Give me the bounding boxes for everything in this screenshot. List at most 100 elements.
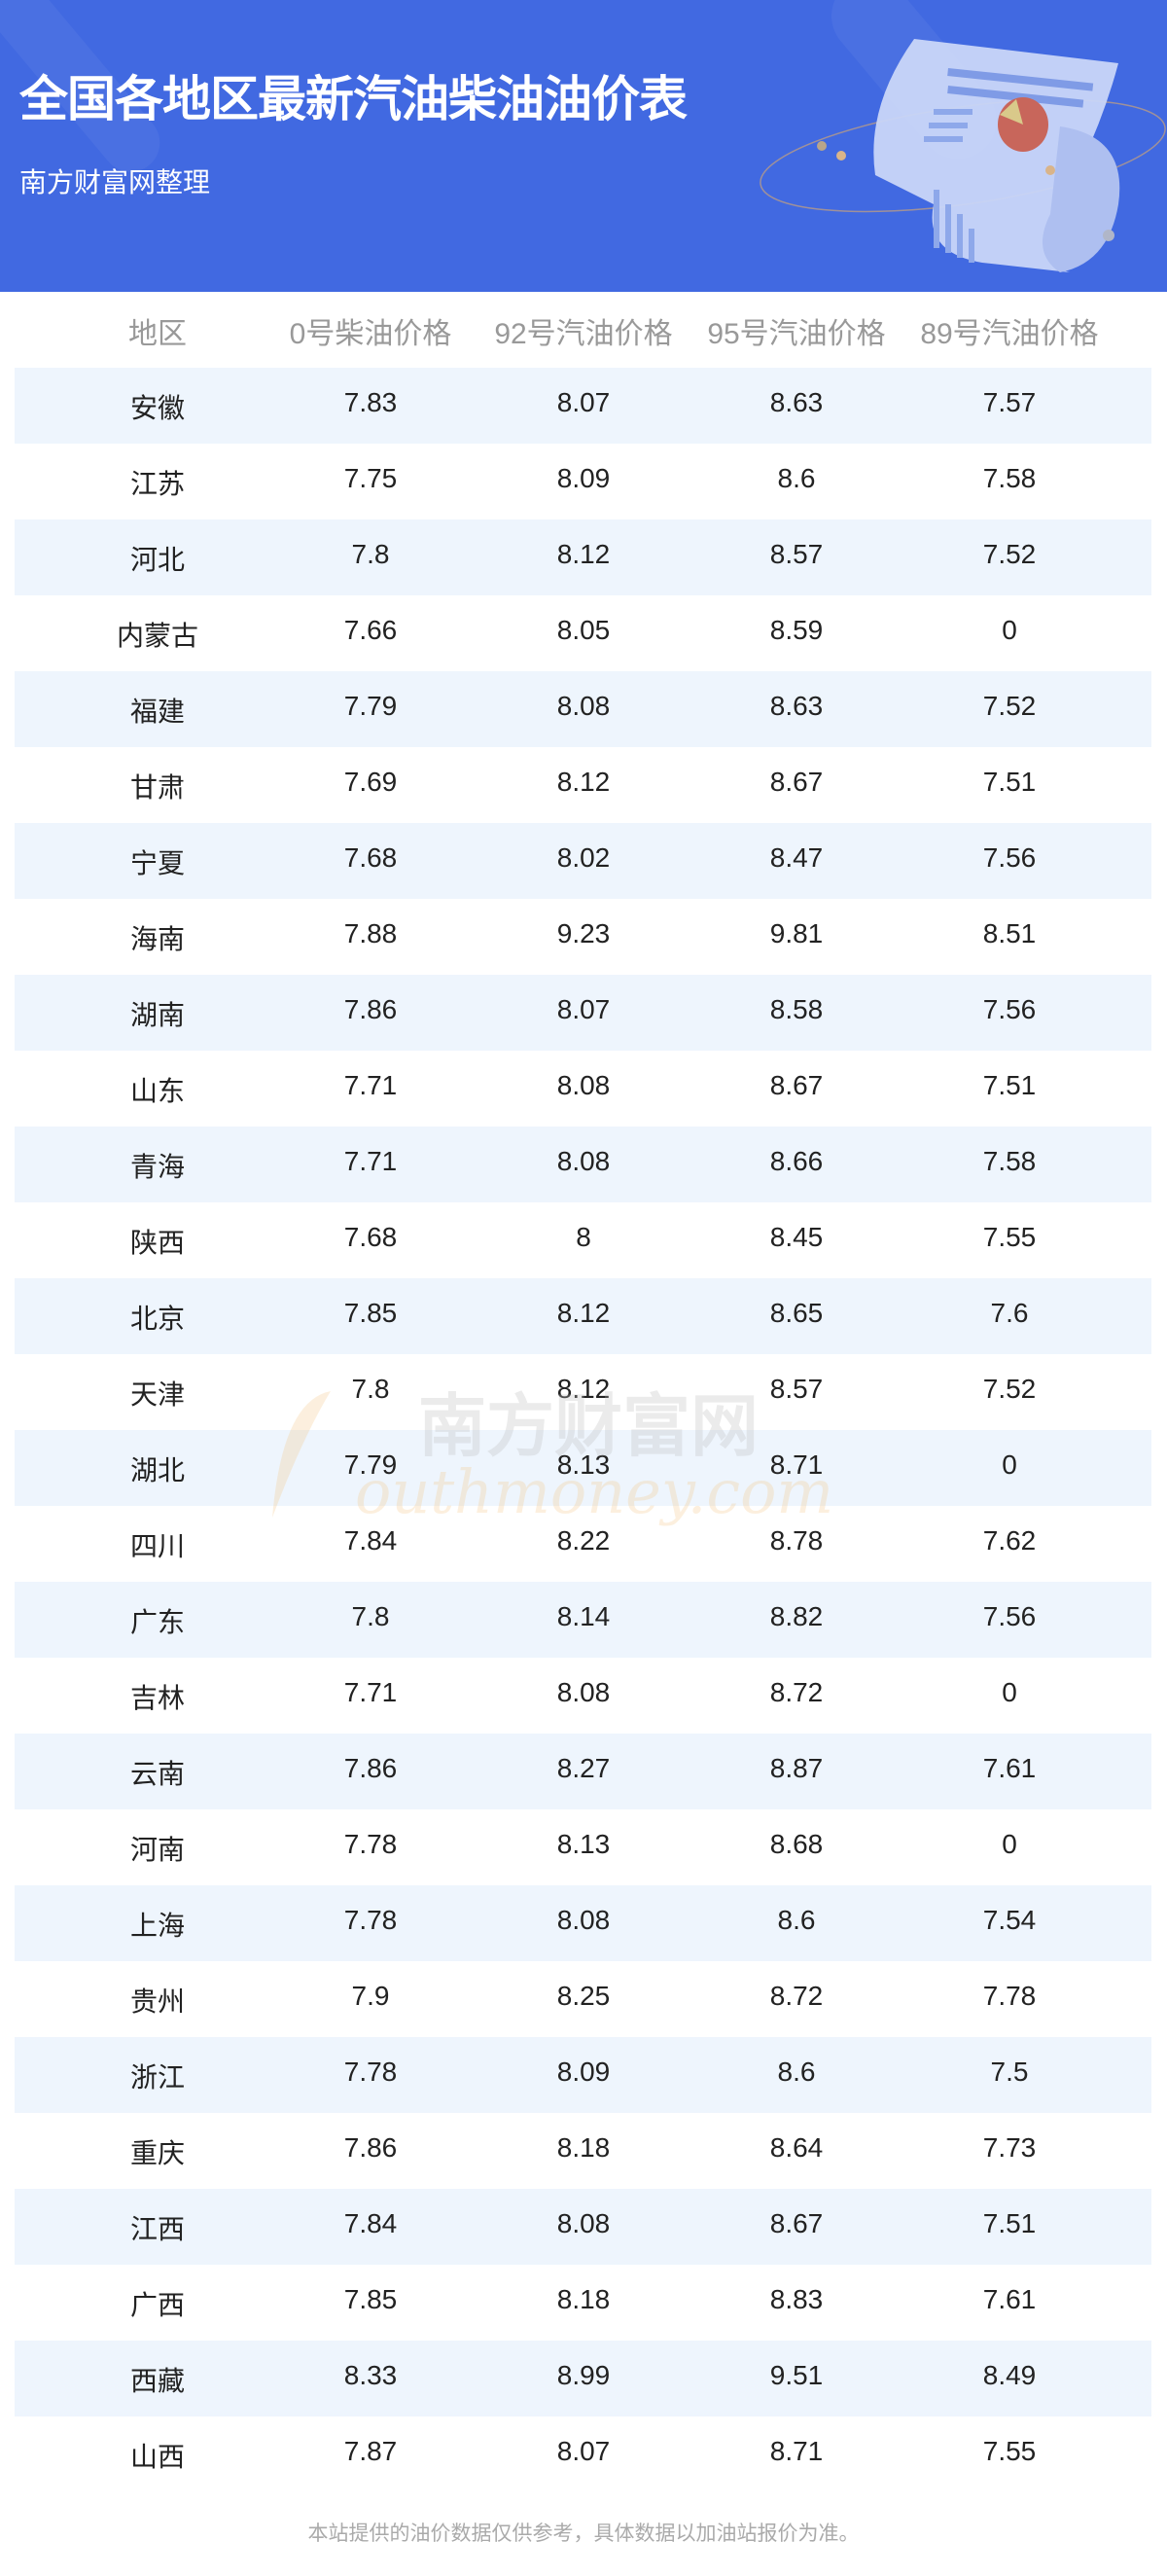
cell-diesel-0-price: 7.79: [343, 691, 398, 721]
cell-gasoline-89-price: 0: [1002, 615, 1017, 645]
cell-diesel-0-price: 7.84: [343, 1525, 398, 1556]
table-row: 广西 7.85 8.18 8.83 7.61: [15, 2265, 1151, 2341]
cell-region: 安徽: [129, 393, 185, 423]
cell-diesel-0-price: 7.68: [343, 842, 398, 873]
cell-gasoline-92-price: 8.13: [556, 1449, 611, 1480]
cell-gasoline-89-price: 7.62: [982, 1525, 1037, 1556]
cell-region: 海南: [129, 924, 185, 954]
column-header-gasoline-92: 92号汽油价格: [494, 318, 673, 350]
cell-region: 陕西: [129, 1228, 185, 1258]
cell-gasoline-89-price: 7.55: [982, 2436, 1037, 2466]
disclaimer-note: 本站提供的油价数据仅供参考，具体数据以加油站报价为准。: [307, 2522, 860, 2545]
cell-gasoline-95-price: 8.82: [769, 1601, 824, 1631]
cell-gasoline-92-price: 8.25: [556, 1981, 611, 2011]
cell-region: 北京: [129, 1304, 185, 1334]
table-row: 吉林 7.71 8.08 8.72 0: [15, 1658, 1151, 1734]
cell-gasoline-89-price: 7.57: [982, 387, 1037, 417]
table-row: 北京 7.85 8.12 8.65 7.6: [15, 1278, 1151, 1354]
cell-region: 河北: [129, 545, 185, 575]
cell-gasoline-92-price: 8.09: [556, 2057, 611, 2087]
cell-gasoline-92-price: 8.07: [556, 994, 611, 1024]
cell-diesel-0-price: 7.78: [343, 1829, 398, 1859]
cell-gasoline-89-price: 7.61: [982, 2284, 1037, 2314]
table-row: 四川 7.84 8.22 8.78 7.62: [15, 1506, 1151, 1582]
cell-gasoline-95-price: 8.59: [769, 615, 824, 645]
cell-gasoline-95-price: 8.45: [769, 1222, 824, 1252]
column-header-region: 地区: [128, 318, 187, 350]
cell-gasoline-89-price: 7.51: [982, 2208, 1037, 2238]
cell-gasoline-92-price: 8.18: [556, 2132, 611, 2163]
cell-region: 湖南: [129, 1000, 185, 1030]
table-row: 内蒙古 7.66 8.05 8.59 0: [15, 595, 1151, 671]
cell-gasoline-95-price: 8.72: [769, 1677, 824, 1707]
cell-region: 内蒙古: [116, 621, 198, 651]
cell-diesel-0-price: 7.85: [343, 1298, 398, 1328]
cell-region: 湖北: [129, 1455, 185, 1485]
cell-diesel-0-price: 7.71: [343, 1070, 398, 1100]
cell-gasoline-92-price: 8.12: [556, 1298, 611, 1328]
table-row: 山西 7.87 8.07 8.71 7.55: [15, 2416, 1151, 2492]
cell-gasoline-95-price: 8.58: [769, 994, 824, 1024]
cell-diesel-0-price: 7.71: [343, 1677, 398, 1707]
cell-gasoline-95-price: 8.68: [769, 1829, 824, 1859]
cell-gasoline-89-price: 7.58: [982, 1146, 1037, 1176]
cell-gasoline-92-price: 9.23: [556, 918, 611, 948]
cell-gasoline-89-price: 0: [1002, 1449, 1017, 1480]
cell-diesel-0-price: 7.66: [343, 615, 398, 645]
cell-diesel-0-price: 7.8: [351, 539, 390, 569]
price-table-body: 安徽 7.83 8.07 8.63 7.57 江苏 7.75 8.09 8.6 7.58 河北 7.8…: [15, 368, 1151, 2492]
cell-gasoline-95-price: 9.81: [769, 918, 824, 948]
table-row: 甘肃 7.69 8.12 8.67 7.51: [15, 747, 1151, 823]
column-header-gasoline-89: 89号汽油价格: [920, 318, 1099, 350]
cell-gasoline-89-price: 7.78: [982, 1981, 1037, 2011]
cell-region: 浙江: [129, 2062, 185, 2093]
cell-gasoline-95-price: 8.67: [769, 1070, 824, 1100]
cell-gasoline-89-price: 0: [1002, 1677, 1017, 1707]
table-row: 西藏 8.33 8.99 9.51 8.49: [15, 2341, 1151, 2416]
cell-region: 宁夏: [129, 848, 185, 878]
cell-gasoline-89-price: 7.58: [982, 463, 1037, 493]
cell-diesel-0-price: 7.86: [343, 994, 398, 1024]
cell-region: 天津: [129, 1379, 185, 1410]
cell-diesel-0-price: 7.85: [343, 2284, 398, 2314]
cell-gasoline-95-price: 8.87: [769, 1753, 824, 1783]
cell-gasoline-95-price: 8.63: [769, 387, 824, 417]
header-banner: 全国各地区最新汽油柴油油价表 南方财富网整理: [0, 0, 1167, 292]
table-row: 山东 7.71 8.08 8.67 7.51: [15, 1051, 1151, 1127]
cell-region: 甘肃: [129, 772, 185, 803]
table-header: 地区 0号柴油价格 92号汽油价格 95号汽油价格 89号汽油价格: [0, 292, 1167, 368]
report-document-illustration: [760, 39, 1166, 272]
cell-gasoline-92-price: 8.08: [556, 1070, 611, 1100]
cell-gasoline-92-price: 8.08: [556, 2208, 611, 2238]
cell-gasoline-89-price: 7.56: [982, 994, 1037, 1024]
cell-gasoline-95-price: 8.71: [769, 2436, 824, 2466]
cell-region: 江苏: [129, 469, 185, 499]
cell-diesel-0-price: 7.71: [343, 1146, 398, 1176]
cell-region: 上海: [129, 1911, 185, 1941]
cell-gasoline-92-price: 8.02: [556, 842, 611, 873]
cell-gasoline-89-price: 7.6: [990, 1298, 1029, 1328]
cell-gasoline-95-price: 8.6: [777, 2057, 816, 2087]
cell-diesel-0-price: 7.8: [351, 1601, 390, 1631]
table-row: 云南 7.86 8.27 8.87 7.61: [15, 1734, 1151, 1809]
cell-region: 福建: [129, 697, 185, 727]
cell-region: 青海: [129, 1152, 185, 1182]
cell-gasoline-92-price: 8.12: [556, 539, 611, 569]
cell-diesel-0-price: 7.88: [343, 918, 398, 948]
cell-gasoline-95-price: 8.66: [769, 1146, 824, 1176]
cell-gasoline-95-price: 8.72: [769, 1981, 824, 2011]
cell-gasoline-95-price: 8.71: [769, 1449, 824, 1480]
table-row: 河北 7.8 8.12 8.57 7.52: [15, 519, 1151, 595]
cell-gasoline-89-price: 7.52: [982, 539, 1037, 569]
cell-gasoline-92-price: 8.27: [556, 1753, 611, 1783]
cell-gasoline-89-price: 0: [1002, 1829, 1017, 1859]
cell-region: 江西: [129, 2214, 185, 2244]
table-row: 福建 7.79 8.08 8.63 7.52: [15, 671, 1151, 747]
cell-gasoline-95-price: 8.6: [777, 1905, 816, 1935]
column-header-diesel-0: 0号柴油价格: [289, 318, 452, 350]
table-row: 青海 7.71 8.08 8.66 7.58: [15, 1127, 1151, 1202]
cell-gasoline-95-price: 8.47: [769, 842, 824, 873]
cell-gasoline-92-price: 8.07: [556, 387, 611, 417]
cell-gasoline-89-price: 7.61: [982, 1753, 1037, 1783]
cell-gasoline-92-price: 8.22: [556, 1525, 611, 1556]
